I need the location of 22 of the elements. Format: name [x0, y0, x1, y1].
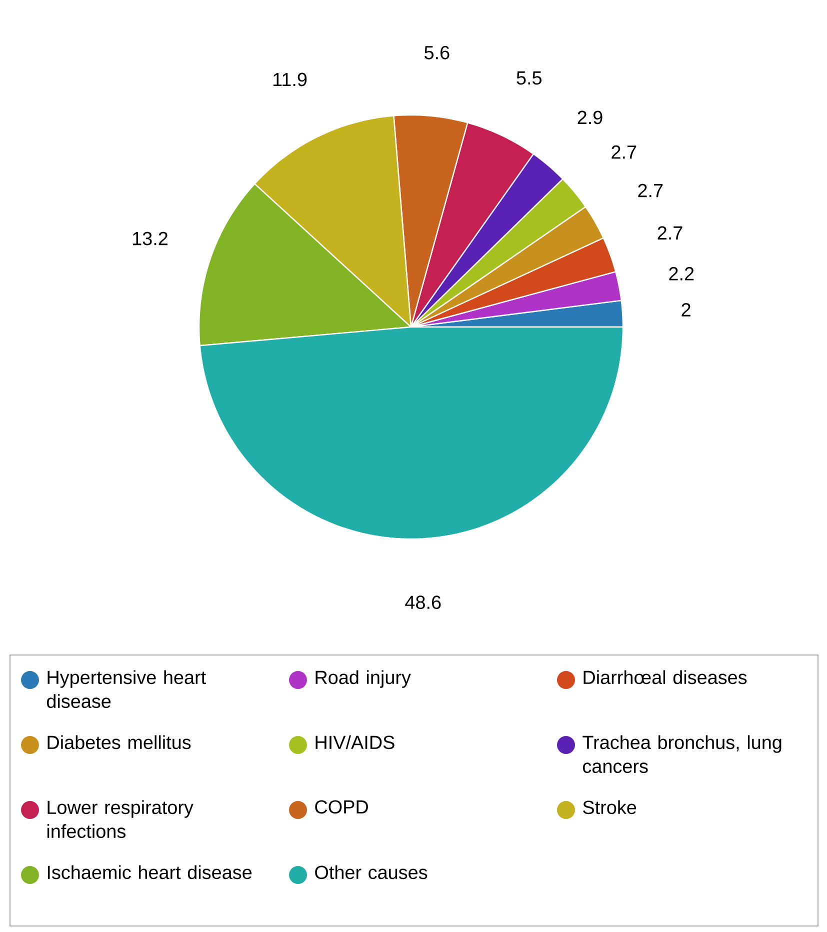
data-label: 2.7 — [612, 145, 636, 159]
data-label: 5.6 — [424, 46, 450, 60]
data-label: 2 — [682, 303, 690, 316]
data-label: 2.7 — [638, 184, 663, 198]
data-label: 2.7 — [658, 226, 682, 240]
legend-label: Trachea bronchus, lung cancers — [582, 735, 782, 774]
legend-label: Lower respiratory infections — [47, 800, 194, 838]
legend-label: Diabetes mellitus — [48, 735, 191, 750]
data-label: 13.2 — [133, 232, 168, 246]
legend-label: Other causes — [315, 865, 428, 880]
data-label: 5.5 — [516, 71, 542, 85]
legend-label: COPD — [315, 800, 368, 814]
data-label: 11.9 — [273, 72, 307, 86]
data-label: 48.6 — [405, 596, 441, 610]
legend-label: HIV/AIDS — [316, 735, 394, 750]
legend-label: Ischaemic heart disease — [48, 865, 252, 880]
data-label: 2.9 — [578, 110, 602, 124]
legend-label: Stroke — [583, 800, 636, 814]
legend-label: Road injury — [316, 670, 411, 688]
legend-label: Diarrhœal diseases — [584, 670, 747, 684]
data-label: 2.2 — [669, 267, 694, 280]
legend-label: Hypertensive heart disease — [46, 670, 206, 708]
